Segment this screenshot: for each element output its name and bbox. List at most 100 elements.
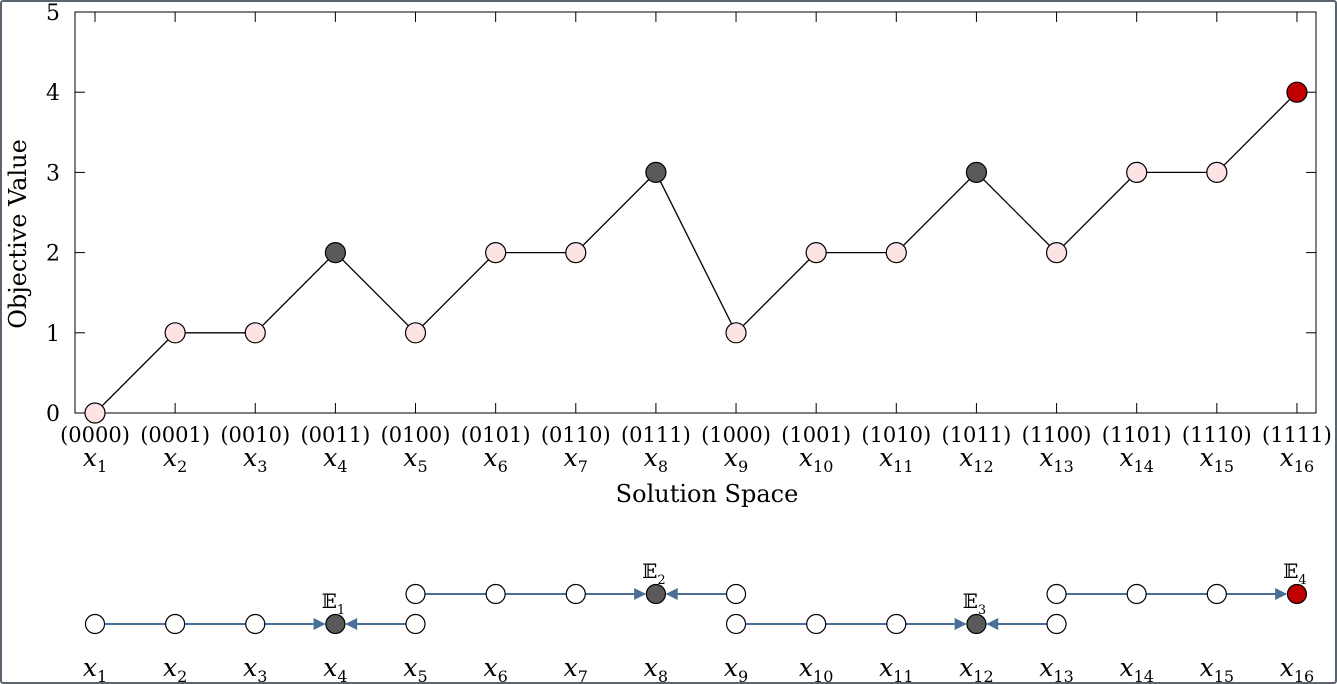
basin-x-label: x5: [403, 653, 427, 684]
data-point-x15: [1206, 161, 1228, 183]
data-point-x1: [84, 402, 106, 424]
basin-node-x9-dup: [725, 583, 747, 605]
basin-x-label: x4: [323, 653, 347, 684]
data-point-x13: [1045, 242, 1068, 264]
basin-diagram: x1 x2 x3 x4 x5 x6 x7 x8 x9 x10 x11 x12 x13 x14 x15 x16 𝔼…: [83, 559, 1314, 684]
x-binary-label: (0111): [621, 423, 691, 447]
basin-x-label: x15: [1200, 653, 1234, 684]
x-tick-label: x8: [644, 443, 668, 476]
basin-x-label: x14: [1119, 653, 1153, 684]
basin-x-label: x7: [564, 653, 588, 684]
objective-series: [84, 81, 1308, 424]
x-tick-label: x1: [83, 443, 107, 476]
x-tick-label: x16: [1280, 443, 1314, 476]
basin-node-x10: [806, 613, 827, 635]
y-tick-label: 0: [46, 402, 60, 427]
x-binary-label: (0101): [461, 423, 531, 447]
basin-node-x16: [1286, 583, 1308, 605]
x-tick-label: x11: [879, 443, 913, 476]
basin-x-label: x2: [163, 653, 187, 684]
x-binary-label: (1100): [1022, 423, 1092, 447]
x-tick-label: x15: [1200, 443, 1234, 476]
data-point-x6: [485, 242, 507, 264]
y-tick-label: 2: [46, 242, 60, 267]
data-point-x8: [645, 161, 667, 183]
x-binary-label: (1111): [1262, 423, 1332, 447]
x-tick-label: x12: [959, 443, 993, 476]
basin-x-label: x16: [1280, 653, 1314, 684]
x-tick-label: x14: [1119, 443, 1153, 476]
plot-area: [74, 11, 1317, 414]
x-tick-label: x13: [1039, 443, 1073, 476]
x-binary-label: (0110): [541, 423, 611, 447]
y-tick-label: 1: [46, 322, 60, 347]
x-tick-label: x3: [243, 443, 267, 476]
basin-label-E4: 𝔼4: [1283, 559, 1307, 588]
basin-node-x13: [1046, 613, 1067, 635]
basin-node-x13-dup: [1046, 583, 1067, 605]
x-binary-label: (1011): [942, 423, 1012, 447]
y-tick-label: 3: [46, 161, 60, 186]
data-point-x14: [1126, 161, 1148, 183]
basin-x-label: x12: [959, 653, 993, 684]
basin-node-x5-dup: [405, 583, 426, 605]
basin-label-E1: 𝔼1: [322, 589, 346, 618]
x-tick-label: x9: [724, 443, 748, 476]
x-tick-label: x6: [484, 443, 508, 476]
basin-node-x2: [165, 613, 186, 635]
data-point-x3: [244, 322, 266, 344]
basin-x-label: x8: [644, 653, 668, 684]
x-tick-label: x4: [323, 443, 347, 476]
data-point-x2: [164, 322, 186, 344]
basin-node-x9: [725, 613, 747, 635]
series-line: [94, 91, 1298, 414]
x-tick-label: x10: [799, 443, 833, 476]
basin-node-x4: [325, 613, 346, 635]
x-binary-label: (0010): [220, 423, 290, 447]
x-binary-label: (1110): [1182, 423, 1252, 447]
data-point-x7: [565, 242, 587, 264]
x-tick-label: x7: [564, 443, 588, 476]
data-point-x10: [805, 242, 827, 264]
basin-x-label: x3: [243, 653, 267, 684]
basin-x-label: x10: [799, 653, 833, 684]
basin-node-x3: [245, 613, 266, 635]
x-binary-label: (1101): [1102, 423, 1172, 447]
y-tick-label: 5: [46, 1, 60, 26]
basin-node-x14: [1126, 583, 1147, 605]
x-binary-label: (0001): [140, 423, 210, 447]
data-point-x4: [324, 242, 346, 264]
basin-node-x7: [565, 583, 586, 605]
x-binary-label: (0000): [60, 423, 130, 447]
y-axis-label: Objective Value: [4, 139, 32, 329]
basin-node-x5: [405, 613, 426, 635]
y-tick-label: 4: [46, 81, 60, 106]
x-tick-label: x5: [403, 443, 427, 476]
basin-node-x8: [645, 583, 667, 605]
x-binary-label: (0100): [381, 423, 451, 447]
basin-x-label: x6: [484, 653, 508, 684]
x-tick-label: x2: [163, 443, 187, 476]
basin-label-E2: 𝔼2: [642, 559, 666, 588]
data-point-x16: [1286, 81, 1308, 103]
basin-label-E3: 𝔼3: [963, 589, 987, 618]
x-binary-label: (1000): [701, 423, 771, 447]
x-axis: (0000)x1 (0001)x2 (0010)x3 (0011)x4 (0100)x5…: [60, 12, 1332, 476]
data-point-x12: [965, 161, 988, 183]
basin-x-label: x1: [83, 653, 107, 684]
y-axis: 0 1 2 3 4 5: [46, 1, 1316, 427]
basin-node-x6: [485, 583, 506, 605]
basin-node-x15: [1206, 583, 1227, 605]
basin-x-label: x11: [879, 653, 913, 684]
basin-node-x11: [886, 613, 907, 635]
basin-node-x12: [966, 613, 987, 635]
data-point-x11: [885, 242, 907, 264]
basin-x-label: x13: [1039, 653, 1073, 684]
data-point-x9: [725, 322, 747, 344]
x-axis-label: Solution Space: [616, 480, 799, 508]
basin-node-x1: [84, 613, 106, 635]
basin-x-label: x9: [724, 653, 748, 684]
x-binary-label: (1010): [861, 423, 931, 447]
